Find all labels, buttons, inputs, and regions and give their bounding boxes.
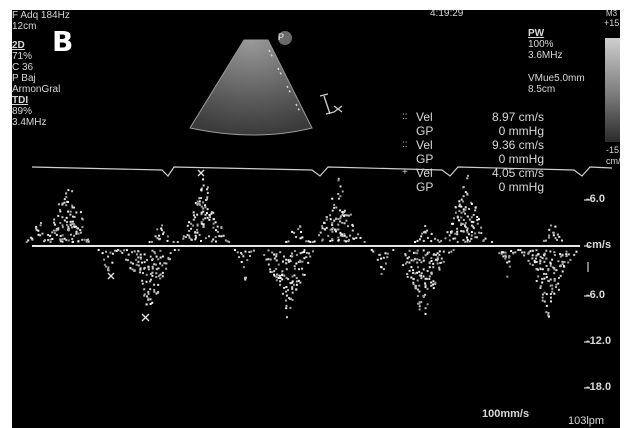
doppler-screen: F Adq 184Hz 12cm 4:19:29 M3 M4 B P 2D 71… bbox=[12, 10, 620, 428]
mode-2d-line: P Baj bbox=[12, 73, 36, 84]
measurement-value: 0 mmHg bbox=[498, 152, 544, 166]
tissue-doppler-spectrum bbox=[25, 31, 613, 389]
measurement-row: GP 0 mmHg bbox=[402, 180, 550, 194]
measurement-value: 0 mmHg bbox=[498, 180, 544, 194]
color-scale-bar bbox=[605, 38, 620, 142]
measurement-label: GP bbox=[416, 180, 434, 194]
color-scale-unit: cm/s bbox=[606, 156, 620, 166]
measurement-value: 4.05 cm/s bbox=[491, 166, 544, 180]
measurement-row: + Vel 4.05 cm/s bbox=[402, 166, 550, 180]
pw-depth: 8.5cm bbox=[528, 84, 556, 95]
measurement-row: GP 0 mmHg bbox=[402, 124, 550, 138]
measurement-row: GP 0 mmHg bbox=[402, 152, 550, 166]
measurement-row: :: Vel 9.36 cm/s bbox=[402, 138, 550, 152]
pw-sample-volume: VMue5.0mm bbox=[528, 73, 585, 84]
caliper-marker-icon: :: bbox=[402, 139, 408, 150]
measurement-value: 9.36 cm/s bbox=[491, 138, 544, 152]
pw-title: PW bbox=[528, 28, 545, 39]
pw-line: 100% bbox=[528, 39, 554, 50]
caliper-marker-icon: + bbox=[402, 167, 408, 178]
panel-letter: B bbox=[52, 25, 74, 58]
mode-tdi-title: TDI bbox=[12, 95, 29, 106]
velocity-unit-label: cm/s bbox=[586, 239, 612, 251]
probe-orientation-marker bbox=[278, 31, 292, 45]
header-left: F Adq 184Hz 12cm bbox=[12, 10, 70, 32]
echo-sector-image bbox=[189, 39, 313, 136]
mode-2d-title: 2D bbox=[12, 40, 25, 51]
acquisition-label: F Adq 184Hz bbox=[12, 10, 70, 21]
probe-marker-letter: P bbox=[278, 32, 285, 42]
measurement-row: :: Vel 8.97 cm/s bbox=[402, 110, 550, 124]
spectral-trace bbox=[25, 174, 578, 319]
mode-tdi-line: 89% bbox=[12, 106, 33, 117]
mode-2d-line: ArmonGral bbox=[12, 84, 61, 95]
sweep-speed: 100mm/s bbox=[482, 408, 530, 420]
color-scale-bottom-label: -15.0 bbox=[606, 145, 620, 155]
measurement-label: GP bbox=[416, 124, 434, 138]
mode-2d-line: C 36 bbox=[12, 62, 34, 73]
clock-time: 4:19:29 bbox=[430, 10, 464, 19]
measurement-label: GP bbox=[416, 152, 434, 166]
velocity-tick-label: -6.0 bbox=[586, 193, 605, 205]
pw-line: 3.6MHz bbox=[528, 50, 563, 61]
velocity-tick-label: -12.0 bbox=[586, 335, 612, 347]
velocity-scale-ticks bbox=[584, 199, 590, 389]
color-scale-top-label: +15. bbox=[604, 18, 620, 28]
measurement-value: 8.97 cm/s bbox=[491, 110, 544, 124]
measurement-label: Vel bbox=[416, 166, 433, 180]
mode-2d-line: 71% bbox=[12, 51, 33, 62]
measurement-label: Vel bbox=[416, 138, 433, 152]
depth-label: 12cm bbox=[12, 21, 37, 32]
measurement-value: 0 mmHg bbox=[498, 124, 544, 138]
imaging-parameters: 2D 71% C 36 P Baj ArmonGral TDI 89% 3.4M… bbox=[12, 40, 60, 128]
velocity-tick-label: -18.0 bbox=[586, 381, 612, 393]
velocity-tick-label: -6.0 bbox=[586, 289, 605, 301]
measurement-panel: :: Vel 8.97 cm/s GP 0 mmHg :: Vel 9.36 c… bbox=[402, 110, 550, 194]
sample-volume-cursor[interactable] bbox=[319, 93, 343, 115]
mode-tdi-line: 3.4MHz bbox=[12, 117, 47, 128]
measurement-label: Vel bbox=[416, 110, 433, 124]
ecg-trace bbox=[31, 166, 613, 177]
heart-rate: 103lpm bbox=[568, 415, 605, 427]
caliper-marker-icon: :: bbox=[402, 111, 408, 122]
caliper-marks bbox=[107, 169, 205, 322]
pw-parameters: PW 100% 3.6MHz VMue5.0mm 8.5cm bbox=[528, 28, 585, 95]
header-right-fragment: M3 M4 bbox=[606, 10, 620, 18]
